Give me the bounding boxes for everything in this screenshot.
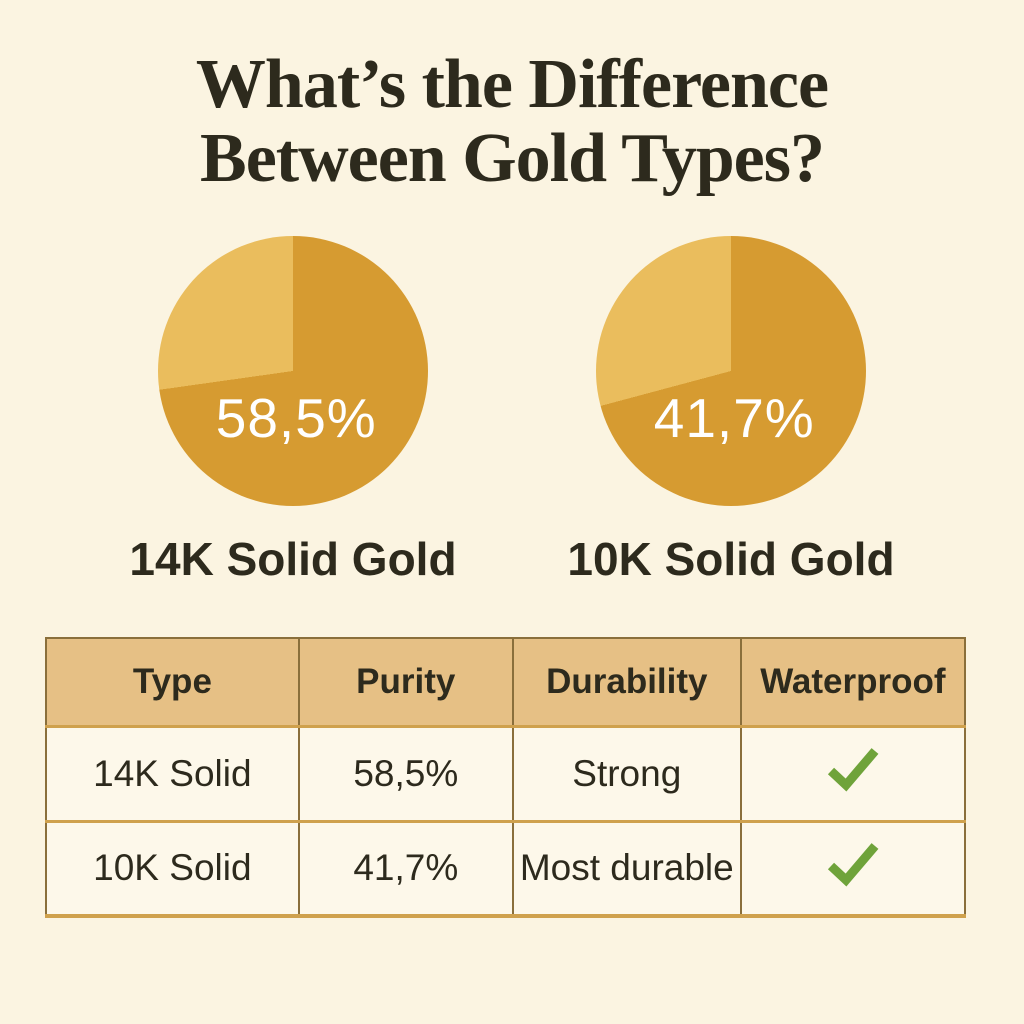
column-header-durability: Durability (511, 637, 742, 728)
table-header-row: Type Purity Durability Waterproof (45, 637, 967, 728)
cell-purity-14k: 58,5% (297, 726, 514, 823)
pie-section-10k: 41,7% 10K Solid Gold (512, 236, 950, 586)
column-header-type: Type (45, 637, 300, 728)
pie-chart-14k: 58,5% (158, 236, 428, 507)
table-row-14k: 14K Solid 58,5% Strong (45, 726, 967, 823)
pie-caption-14k: 14K Solid Gold (129, 533, 457, 586)
page-title-line-1: What’s the Difference (195, 46, 829, 123)
pie-charts-row: 58,5% 14K Solid Gold 41,7% 10K Solid Gol… (0, 236, 1024, 586)
cell-waterproof-14k (739, 726, 967, 823)
cell-durability-10k: Most durable (511, 821, 742, 918)
cell-type-10k: 10K Solid (45, 821, 300, 918)
page-title-line-2: Between Gold Types? (200, 120, 825, 198)
comparison-table-container: Type Purity Durability Waterproof 14K So… (45, 637, 967, 918)
column-header-purity: Purity (297, 637, 514, 728)
page-title: What’s the Difference Between Gold Types… (0, 0, 1024, 196)
pie-section-14k: 58,5% 14K Solid Gold (74, 236, 512, 586)
pie-chart-10k: 41,7% (596, 236, 866, 507)
pie-caption-10k: 10K Solid Gold (567, 533, 895, 586)
cell-purity-10k: 41,7% (297, 821, 514, 918)
checkmark-icon (822, 744, 884, 803)
cell-type-14k: 14K Solid (45, 726, 300, 823)
cell-durability-14k: Strong (511, 726, 742, 823)
pie-value-label-14k: 58,5% (215, 387, 377, 450)
checkmark-icon (822, 839, 884, 898)
comparison-table: Type Purity Durability Waterproof 14K So… (45, 637, 967, 918)
table-row-10k: 10K Solid 41,7% Most durable (45, 821, 967, 918)
pie-value-label-10k: 41,7% (653, 387, 815, 450)
cell-waterproof-10k (739, 821, 967, 918)
column-header-waterproof: Waterproof (739, 637, 967, 728)
